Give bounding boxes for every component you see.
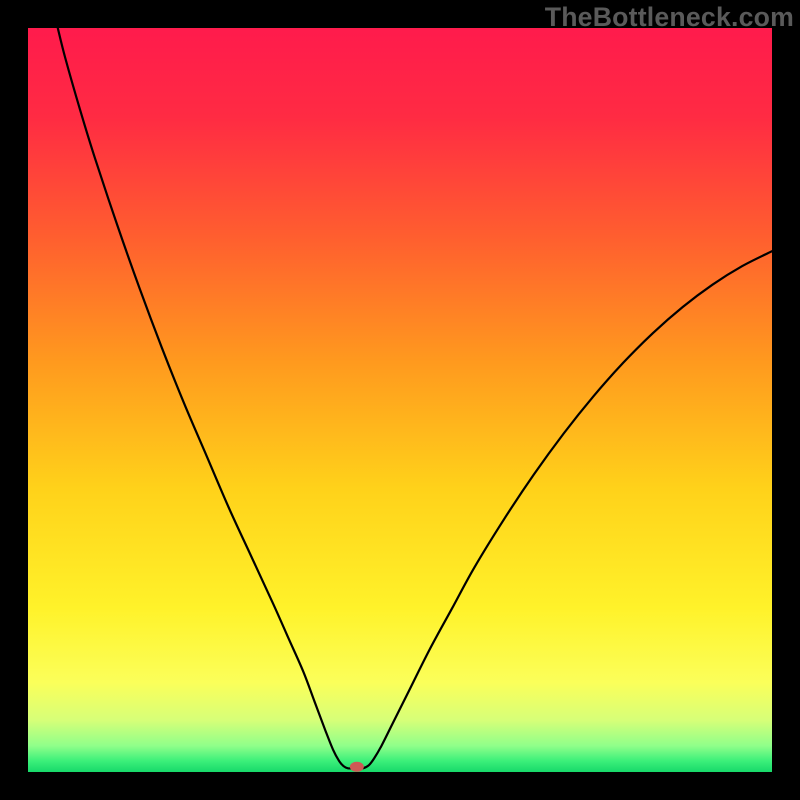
plot-area [28,28,772,772]
optimal-point-marker [350,762,364,772]
bottleneck-chart [0,0,800,800]
chart-container: TheBottleneck.com [0,0,800,800]
watermark-text: TheBottleneck.com [545,2,794,33]
